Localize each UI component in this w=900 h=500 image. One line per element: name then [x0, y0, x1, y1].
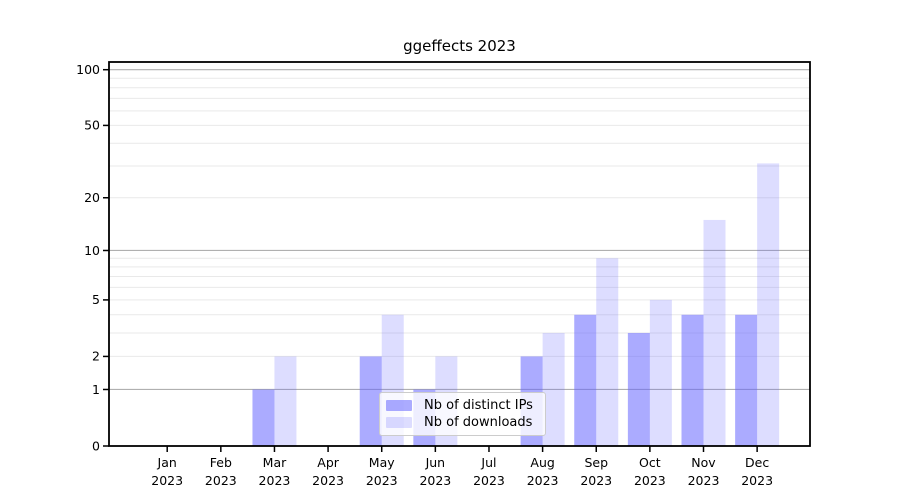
y-tick-label: 50 [84, 118, 100, 133]
x-tick-label-month: Apr [317, 455, 339, 470]
bar-nb-of-distinct-ips-dec-2023 [735, 314, 758, 446]
x-tick-label-year: 2023 [151, 473, 183, 488]
x-tick-label-month: Jan [157, 455, 177, 470]
bar-nb-of-downloads-sep-2023 [596, 258, 619, 446]
legend-swatch-downloads [386, 417, 412, 428]
bar-nb-of-downloads-dec-2023 [757, 163, 780, 446]
x-tick-label-year: 2023 [419, 473, 451, 488]
x-tick-label-month: May [369, 455, 395, 470]
y-tick-label: 20 [84, 190, 100, 205]
legend-swatch-distinct-ips [386, 400, 412, 411]
legend-label-distinct-ips: Nb of distinct IPs [424, 398, 533, 413]
x-tick-label-month: Mar [263, 455, 287, 470]
y-tick-label: 100 [76, 62, 100, 77]
y-tick-label: 10 [84, 243, 100, 258]
x-tick-label-year: 2023 [259, 473, 291, 488]
bar-nb-of-distinct-ips-nov-2023 [681, 314, 704, 446]
y-tick-label: 5 [92, 292, 100, 307]
x-tick-label-year: 2023 [473, 473, 505, 488]
bar-nb-of-downloads-aug-2023 [542, 332, 565, 446]
bar-nb-of-distinct-ips-oct-2023 [627, 332, 650, 446]
x-tick-label-year: 2023 [688, 473, 720, 488]
x-tick-label-month: Nov [691, 455, 716, 470]
legend: Nb of distinct IPs Nb of downloads [379, 392, 546, 436]
bar-nb-of-distinct-ips-may-2023 [359, 356, 382, 446]
x-tick-label-month: Sep [584, 455, 608, 470]
y-tick-label: 0 [92, 438, 100, 453]
y-tick-label: 2 [92, 349, 100, 364]
x-tick-label-year: 2023 [312, 473, 344, 488]
plot-frame [108, 61, 811, 447]
x-tick-label-year: 2023 [205, 473, 237, 488]
chart-title: ggeffects 2023 [403, 37, 516, 55]
legend-item-distinct-ips: Nb of distinct IPs [386, 397, 539, 414]
bar-nb-of-downloads-mar-2023 [274, 356, 297, 446]
x-tick-label-month: Feb [210, 455, 232, 470]
x-tick-label-year: 2023 [634, 473, 666, 488]
x-tick-label-year: 2023 [366, 473, 398, 488]
bar-nb-of-distinct-ips-sep-2023 [574, 314, 597, 446]
bar-nb-of-downloads-oct-2023 [649, 299, 672, 446]
x-tick-label-month: Oct [639, 455, 661, 470]
x-tick-label-year: 2023 [580, 473, 612, 488]
x-tick-label-month: Jun [425, 455, 446, 470]
legend-label-downloads: Nb of downloads [424, 415, 533, 430]
bar-nb-of-downloads-nov-2023 [703, 219, 726, 446]
y-tick-label: 1 [92, 382, 100, 397]
legend-item-downloads: Nb of downloads [386, 414, 539, 431]
x-tick-label-month: Aug [530, 455, 554, 470]
x-tick-label-year: 2023 [527, 473, 559, 488]
x-tick-label-month: Jul [480, 455, 496, 470]
x-tick-label-month: Dec [745, 455, 769, 470]
x-tick-label-year: 2023 [741, 473, 773, 488]
bar-nb-of-distinct-ips-mar-2023 [252, 389, 275, 446]
